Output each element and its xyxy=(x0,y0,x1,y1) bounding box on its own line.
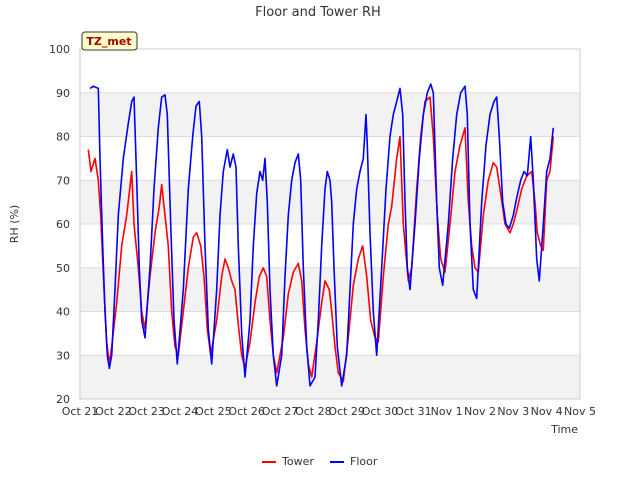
legend[interactable]: Tower Floor xyxy=(262,455,378,468)
x-tick-label: Oct 26 xyxy=(228,405,265,418)
gridlines xyxy=(80,48,580,400)
annotation-badge: TZ_met xyxy=(81,31,138,51)
x-tick-label: Nov 1 xyxy=(431,405,463,418)
annotation-box xyxy=(81,31,138,51)
x-tick-label: Oct 25 xyxy=(195,405,232,418)
legend-label: Floor xyxy=(350,455,378,468)
x-tick-label: Oct 31 xyxy=(395,405,432,418)
x-tick-label: Oct 27 xyxy=(262,405,299,418)
x-axis-label: Time xyxy=(550,423,578,436)
x-tick-label: Nov 2 xyxy=(464,405,496,418)
plot-band xyxy=(80,355,580,399)
plot-band xyxy=(80,92,580,137)
x-tick-label: Oct 30 xyxy=(362,405,399,418)
plot-bands xyxy=(80,92,580,399)
series-layer xyxy=(87,83,555,387)
y-tick-label: 90 xyxy=(56,87,70,100)
y-tick-label: 70 xyxy=(56,174,70,187)
y-axis-ticks: 20 30 40 50 60 70 80 90 100 xyxy=(49,43,70,406)
series-line-tower xyxy=(87,96,555,383)
series-line-floor xyxy=(89,83,555,387)
x-tick-label: Oct 22 xyxy=(95,405,132,418)
legend-item-floor[interactable]: Floor xyxy=(330,455,378,468)
x-tick-label: Nov 5 xyxy=(564,405,596,418)
x-tick-label: Nov 4 xyxy=(531,405,563,418)
legend-label: Tower xyxy=(281,455,314,468)
y-tick-label: 100 xyxy=(49,43,70,56)
chart-title: Floor and Tower RH xyxy=(255,5,381,20)
x-tick-label: Oct 23 xyxy=(128,405,165,418)
y-tick-label: 30 xyxy=(56,349,70,362)
annotation-text: TZ_met xyxy=(86,35,131,48)
y-tick-label: 40 xyxy=(56,306,70,319)
x-tick-label: Oct 21 xyxy=(62,405,99,418)
x-tick-label: Nov 3 xyxy=(497,405,529,418)
x-tick-label: Oct 28 xyxy=(295,405,332,418)
y-tick-label: 20 xyxy=(56,393,70,406)
x-tick-label: Oct 29 xyxy=(328,405,365,418)
y-tick-label: 60 xyxy=(56,218,70,231)
y-tick-label: 80 xyxy=(56,131,70,144)
legend-item-tower[interactable]: Tower xyxy=(262,455,314,468)
y-tick-label: 50 xyxy=(56,262,70,275)
y-axis-label: RH (%) xyxy=(8,205,21,243)
plot-frame xyxy=(79,48,581,400)
x-tick-label: Oct 24 xyxy=(162,405,199,418)
